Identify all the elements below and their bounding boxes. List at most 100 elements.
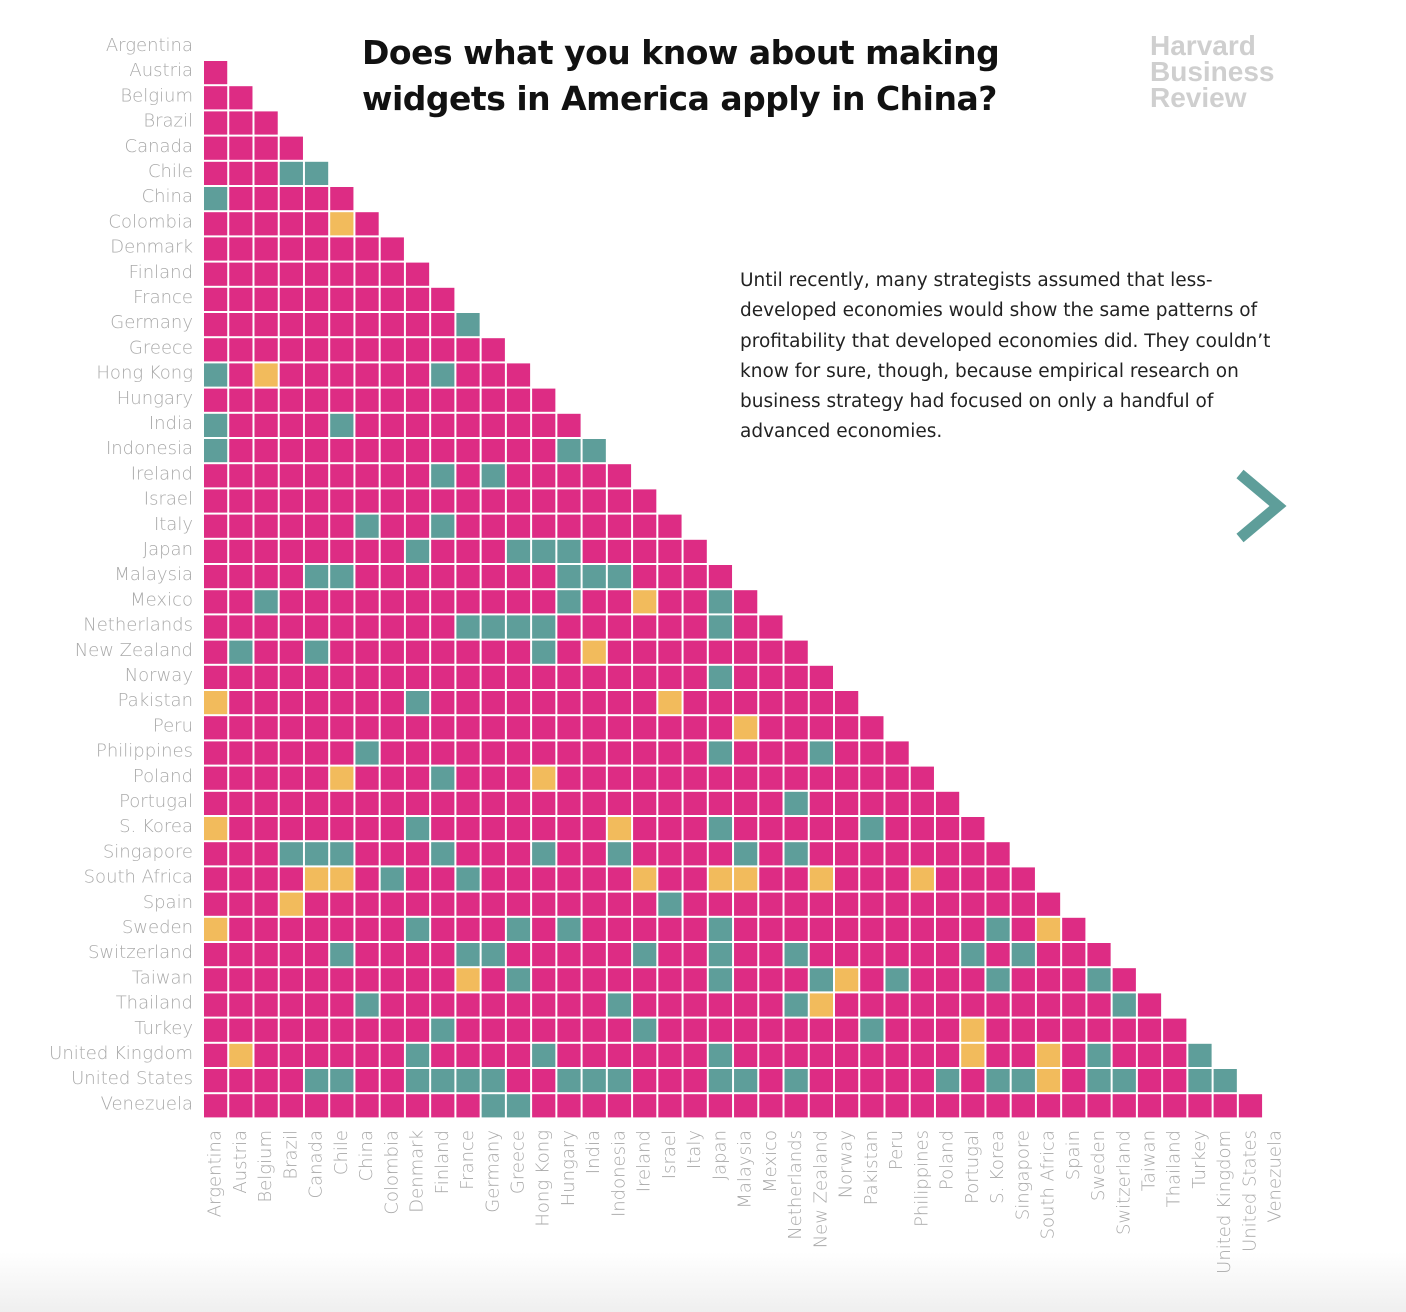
cell-magenta [204,489,228,513]
cell-teal [506,917,531,941]
cell-magenta [481,565,505,589]
cell-magenta [557,817,581,841]
cell-magenta [330,993,354,1017]
cell-magenta [481,338,505,362]
cell-magenta [506,943,531,967]
column-label: France [457,1130,478,1190]
cell-magenta [860,741,884,765]
cell-magenta [935,917,960,941]
cell-teal [481,464,505,488]
cell-magenta [279,867,303,891]
cell-magenta [506,842,531,866]
row-label: India [149,413,193,434]
cell-magenta [658,665,682,689]
cell-magenta [279,565,303,589]
cell-magenta [1188,1094,1212,1118]
row-label: United States [71,1068,193,1089]
cell-teal [734,1069,758,1093]
column-label: China [356,1130,377,1181]
cell-magenta [506,439,531,463]
cell-teal [935,1069,960,1093]
cell-magenta [734,615,758,639]
cell-teal [304,842,329,866]
cell-magenta [229,615,253,639]
cell-magenta [405,741,430,765]
cell-magenta [330,741,354,765]
cell-teal [784,1069,808,1093]
cell-magenta [582,665,606,689]
cell-teal [633,1018,657,1042]
cell-magenta [405,338,430,362]
cell-magenta [986,1018,1010,1042]
cell-magenta [380,943,404,967]
row-label: Singapore [103,841,193,862]
cell-magenta [708,1094,733,1118]
cell-magenta [405,313,430,337]
cell-magenta [330,464,354,488]
cell-magenta [759,691,783,715]
column-label: Colombia [381,1130,402,1215]
cell-magenta [860,766,884,790]
cell-magenta [330,187,354,211]
cell-teal [304,640,329,664]
cell-magenta [986,1043,1010,1067]
column-label: Germany [482,1130,503,1213]
cell-magenta [658,968,682,992]
cell-magenta [582,691,606,715]
row-label: Canada [125,136,194,157]
cell-magenta [506,791,531,815]
cell-magenta [431,741,455,765]
cell-magenta [835,791,859,815]
cell-teal [1213,1069,1237,1093]
cell-magenta [355,439,379,463]
cell-magenta [481,892,505,916]
cell-teal [506,1094,531,1118]
row-label: Malaysia [114,564,193,585]
hbr-logo: Harvard Business Review [1150,32,1275,112]
cell-magenta [1062,968,1086,992]
cell-magenta [481,766,505,790]
cell-magenta [1137,993,1162,1017]
cell-magenta [683,539,707,563]
cell-magenta [229,817,253,841]
cell-magenta [582,867,606,891]
cell-magenta [835,892,859,916]
cell-magenta [734,741,758,765]
cell-magenta [506,590,531,614]
cell-magenta [355,817,379,841]
cell-magenta [708,842,733,866]
cell-teal [557,1069,581,1093]
cell-magenta [481,363,505,387]
cell-magenta [860,842,884,866]
cell-magenta [254,1069,278,1093]
next-button[interactable] [1228,468,1288,544]
cell-magenta [330,640,354,664]
cell-magenta [204,136,228,160]
cell-magenta [734,791,758,815]
cell-magenta [582,791,606,815]
cell-magenta [607,766,632,790]
cell-magenta [279,187,303,211]
row-label: Pakistan [118,690,193,711]
cell-magenta [279,514,303,538]
cell-magenta [431,413,455,437]
cell-yellow [330,766,354,790]
cell-magenta [304,968,329,992]
cell-magenta [304,892,329,916]
cell-magenta [405,993,430,1017]
cell-magenta [229,187,253,211]
cell-magenta [304,1043,329,1067]
cell-magenta [582,817,606,841]
cell-magenta [910,993,934,1017]
cell-magenta [809,1069,833,1093]
cell-teal [961,943,985,967]
cell-magenta [1213,1094,1237,1118]
cell-magenta [279,640,303,664]
cell-teal [304,161,329,185]
cell-magenta [708,892,733,916]
cell-yellow [910,867,934,891]
cell-magenta [355,943,379,967]
cell-yellow [633,867,657,891]
cell-magenta [254,993,278,1017]
cell-magenta [355,590,379,614]
